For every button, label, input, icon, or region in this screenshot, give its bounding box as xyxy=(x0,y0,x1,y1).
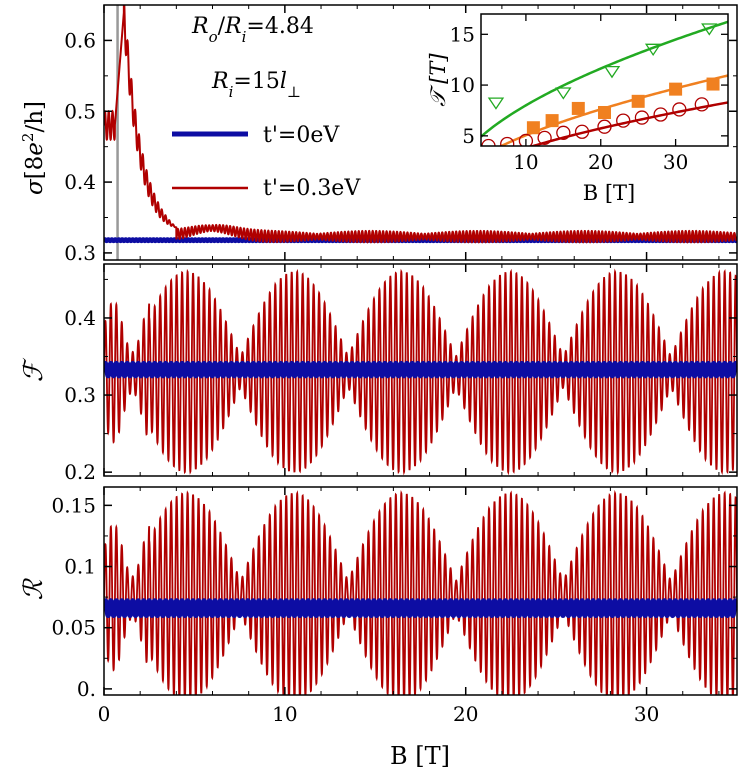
inset-frame xyxy=(480,13,729,147)
sigma-ylabel: σ[8e2/h] xyxy=(19,101,48,195)
inset-point-circle xyxy=(672,102,687,117)
r-ytick-label: 0.15 xyxy=(51,493,96,517)
inset-ytick-label: 10 xyxy=(450,73,475,97)
inset-point-circle xyxy=(694,97,709,112)
panel-fano: 0.2 0.3 0.4 xyxy=(64,263,738,484)
inset-point-circle xyxy=(518,133,534,146)
inset-point-circle xyxy=(653,107,668,122)
sigma-ytick-label: 0.6 xyxy=(64,28,96,52)
sigma-ytick-label: 0.3 xyxy=(64,241,96,265)
ri-annotation: Ri=15l⊥ xyxy=(211,69,301,101)
inset-point-circle xyxy=(481,138,496,146)
series-line-t0 xyxy=(104,360,737,379)
series-line-t0 xyxy=(104,598,737,619)
inset-point-circle xyxy=(597,119,612,134)
sigma-ytick-label: 0.4 xyxy=(64,170,96,194)
inset-point-triangle xyxy=(644,43,662,56)
sigma-frame xyxy=(103,4,738,261)
inset-point-circle xyxy=(634,110,650,125)
inset-xtick-label: 30 xyxy=(663,150,688,174)
legend-label-t03: t'=0.3eV xyxy=(263,176,361,201)
inset-point-triangle xyxy=(603,66,621,79)
fano-plot-area xyxy=(104,268,737,476)
fano-frame xyxy=(103,263,738,477)
series-line-t03 xyxy=(104,5,737,244)
inset-point-square xyxy=(526,121,540,135)
fano-ylabel: ℱ xyxy=(19,357,49,382)
inset-point-circle xyxy=(500,136,515,146)
panel-r: 0. 0.05 0.1 0.15 0 10 20 30 xyxy=(51,486,738,726)
inset-point-square xyxy=(545,114,559,128)
inset-point-circle xyxy=(616,113,631,128)
legend: t'=0eV t'=0.3eV xyxy=(172,123,361,201)
inset-point-square xyxy=(571,101,585,115)
inset-xtick-label: 10 xyxy=(513,150,538,174)
x-tick-label: 0 xyxy=(98,702,111,726)
x-tick-label: 20 xyxy=(453,702,478,726)
inset-point-square xyxy=(669,82,683,96)
r-plot-area xyxy=(104,489,737,695)
ratio-annotation: Ro/Ri=4.84 xyxy=(191,14,314,46)
inset-point-square xyxy=(631,94,645,108)
r-ytick-label: 0.1 xyxy=(64,555,96,579)
x-axis-label: B [T] xyxy=(390,742,450,770)
x-tick-label: 10 xyxy=(272,702,297,726)
fano-ytick-label: 0.2 xyxy=(64,460,96,484)
inset-point-circle xyxy=(574,124,590,139)
panel-sigma: 0.3 0.4 0.5 0.6 xyxy=(64,4,738,265)
inset-plot-area xyxy=(481,20,728,146)
inset-point-triangle xyxy=(701,23,718,36)
inset-ytick-label: 15 xyxy=(450,22,475,46)
inset: 10 20 30 5 10 15 xyxy=(450,13,729,174)
inset-point-triangle xyxy=(555,87,572,100)
x-tick-label: 30 xyxy=(634,702,659,726)
r-ytick-label: 0.05 xyxy=(51,616,96,640)
series-line-t03 xyxy=(104,489,737,695)
r-ylabel: ℛ xyxy=(19,577,49,600)
r-ytick-label: 0. xyxy=(77,677,96,701)
fano-ytick-label: 0.3 xyxy=(64,383,96,407)
inset-point-circle xyxy=(537,130,552,146)
legend-label-t0: t'=0eV xyxy=(263,123,340,148)
inset-point-circle xyxy=(556,125,571,140)
inset-xtick-label: 20 xyxy=(588,150,613,174)
inset-xlabel: B [T] xyxy=(583,181,636,205)
inset-point-triangle xyxy=(487,97,505,110)
inset-fit-line xyxy=(528,101,728,146)
sigma-plot-area xyxy=(104,5,737,260)
series-line-t03 xyxy=(104,268,737,476)
inset-ylabel: 𝒯 [T] xyxy=(426,53,450,107)
inset-point-square xyxy=(598,105,611,119)
inset-ytick-label: 5 xyxy=(462,124,475,148)
inset-point-square xyxy=(706,77,720,91)
fano-ytick-label: 0.4 xyxy=(64,306,96,330)
r-frame xyxy=(103,486,738,696)
sigma-ytick-label: 0.5 xyxy=(64,99,96,123)
